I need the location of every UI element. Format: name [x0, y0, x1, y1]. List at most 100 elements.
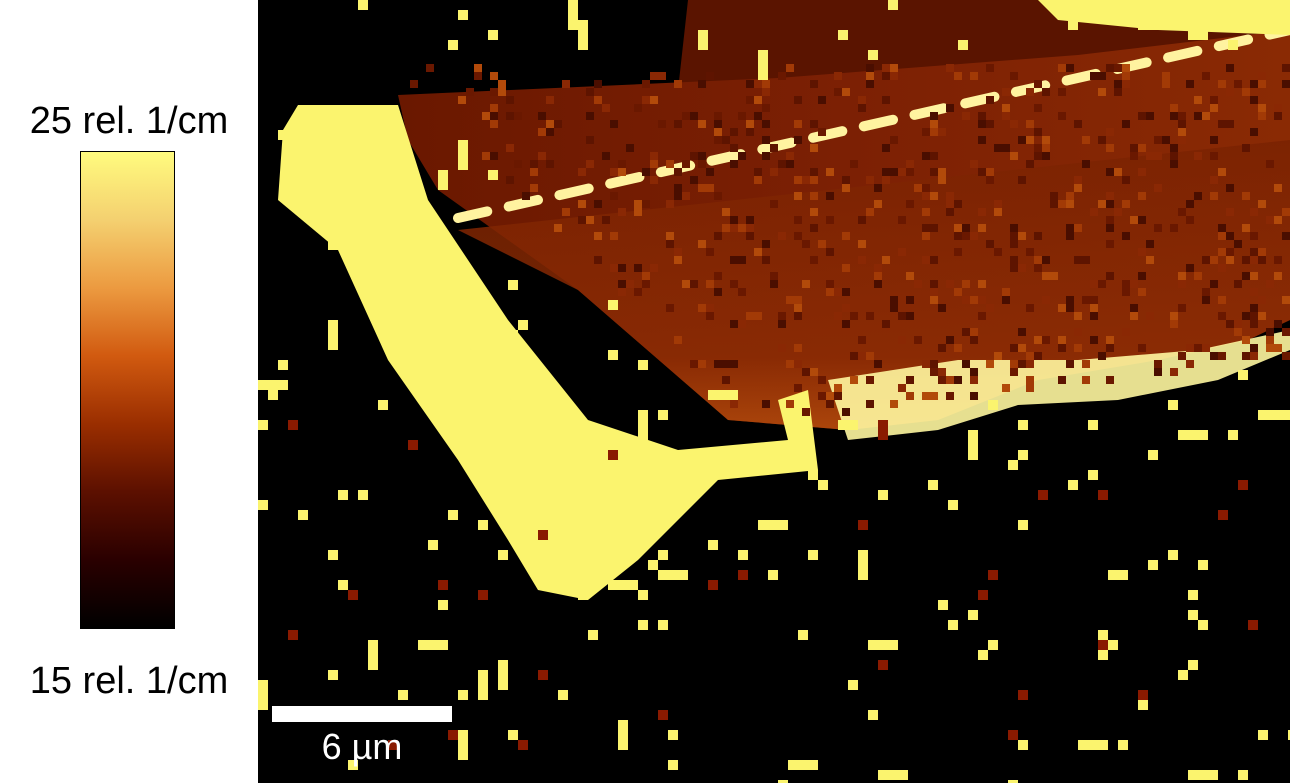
speckle — [668, 730, 678, 740]
red-speckle — [438, 580, 448, 590]
texture-pixel — [1274, 320, 1282, 328]
texture-pixel — [666, 304, 674, 312]
texture-pixel — [866, 312, 874, 320]
texture-pixel — [1146, 240, 1154, 248]
texture-pixel — [1090, 296, 1098, 304]
texture-pixel — [810, 224, 818, 232]
texture-pixel — [746, 312, 754, 320]
texture-pixel — [1250, 256, 1258, 264]
texture-pixel — [834, 392, 842, 400]
texture-pixel — [1170, 312, 1178, 320]
texture-pixel — [786, 296, 794, 304]
speckle — [258, 680, 268, 710]
texture-pixel — [1258, 200, 1266, 208]
texture-pixel — [490, 152, 498, 160]
speckle — [1018, 450, 1028, 460]
texture-pixel — [834, 88, 842, 96]
texture-pixel — [954, 248, 962, 256]
texture-pixel — [866, 400, 874, 408]
texture-pixel — [1226, 208, 1234, 216]
texture-pixel — [882, 256, 890, 264]
speckle — [1018, 740, 1028, 750]
texture-pixel — [1050, 272, 1058, 280]
texture-pixel — [802, 240, 810, 248]
speckle — [648, 560, 658, 570]
texture-pixel — [1170, 224, 1178, 232]
speckle — [848, 680, 858, 690]
texture-pixel — [746, 120, 754, 128]
texture-pixel — [762, 400, 770, 408]
speckle — [1138, 700, 1148, 710]
texture-pixel — [938, 168, 946, 176]
texture-pixel — [1250, 288, 1258, 296]
texture-pixel — [970, 328, 978, 336]
texture-pixel — [1250, 304, 1258, 312]
texture-pixel — [474, 72, 482, 80]
texture-pixel — [946, 336, 954, 344]
texture-pixel — [738, 288, 746, 296]
speckle — [1118, 570, 1128, 580]
speckle — [888, 0, 898, 10]
texture-pixel — [938, 176, 946, 184]
texture-pixel — [930, 368, 938, 376]
texture-pixel — [1242, 312, 1250, 320]
texture-pixel — [1130, 152, 1138, 160]
speckle — [1228, 40, 1238, 50]
texture-pixel — [850, 312, 858, 320]
texture-pixel — [602, 152, 610, 160]
texture-pixel — [1002, 112, 1010, 120]
texture-pixel — [986, 120, 994, 128]
texture-pixel — [810, 368, 818, 376]
texture-pixel — [962, 224, 970, 232]
texture-pixel — [482, 152, 490, 160]
speckle — [1198, 560, 1208, 570]
texture-pixel — [650, 160, 658, 168]
speckle — [768, 570, 778, 580]
texture-pixel — [1106, 216, 1114, 224]
speckle — [1068, 480, 1078, 490]
texture-pixel — [834, 312, 842, 320]
texture-pixel — [818, 240, 826, 248]
texture-pixel — [770, 272, 778, 280]
texture-pixel — [842, 176, 850, 184]
speckle — [568, 530, 578, 540]
texture-pixel — [986, 176, 994, 184]
texture-pixel — [954, 232, 962, 240]
texture-pixel — [1082, 256, 1090, 264]
texture-pixel — [754, 312, 762, 320]
texture-pixel — [842, 304, 850, 312]
texture-pixel — [1034, 104, 1042, 112]
texture-pixel — [1122, 280, 1130, 288]
texture-pixel — [898, 168, 906, 176]
texture-pixel — [850, 160, 858, 168]
texture-pixel — [770, 280, 778, 288]
texture-pixel — [610, 192, 618, 200]
speckle — [968, 610, 978, 620]
texture-pixel — [698, 240, 706, 248]
red-speckle — [1238, 480, 1248, 490]
texture-pixel — [1266, 160, 1274, 168]
texture-pixel — [746, 80, 754, 88]
speckle — [608, 510, 618, 520]
texture-pixel — [922, 184, 930, 192]
texture-pixel — [762, 104, 770, 112]
speckle — [568, 540, 578, 570]
speckle — [1008, 460, 1018, 470]
texture-pixel — [546, 160, 554, 168]
texture-pixel — [1034, 336, 1042, 344]
texture-pixel — [946, 104, 954, 112]
texture-pixel — [738, 256, 746, 264]
texture-pixel — [922, 208, 930, 216]
texture-pixel — [1002, 288, 1010, 296]
texture-pixel — [970, 296, 978, 304]
texture-pixel — [978, 120, 986, 128]
texture-pixel — [890, 168, 898, 176]
texture-pixel — [530, 184, 538, 192]
texture-pixel — [1218, 168, 1226, 176]
red-speckle — [408, 440, 418, 450]
texture-pixel — [1002, 144, 1010, 152]
speckle — [768, 520, 778, 530]
texture-pixel — [1114, 208, 1122, 216]
texture-pixel — [778, 312, 786, 320]
texture-pixel — [1082, 360, 1090, 368]
